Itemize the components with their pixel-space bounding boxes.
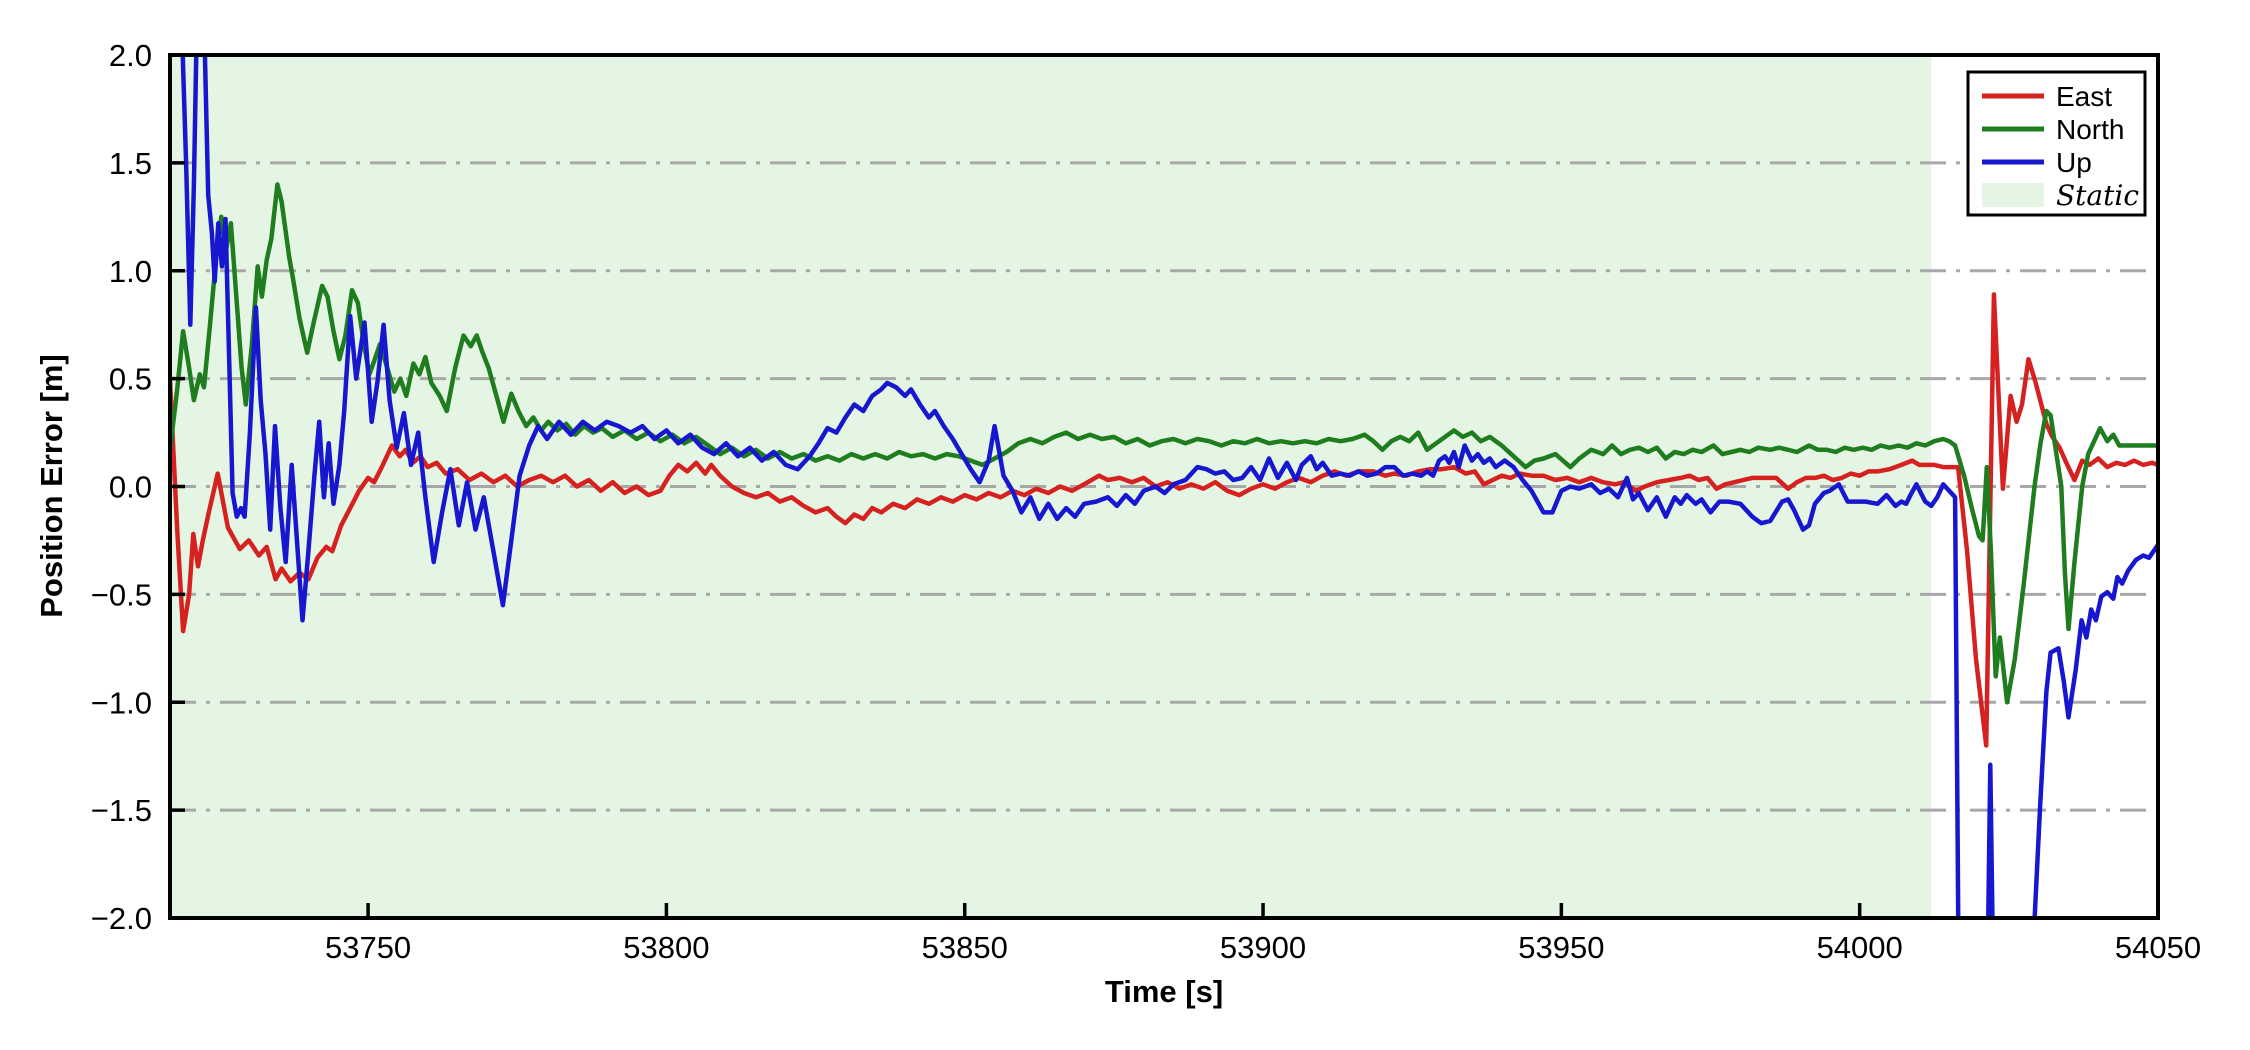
y-tick-label-0.5: 0.5 bbox=[109, 362, 152, 397]
legend-sample-static-patch bbox=[1982, 183, 2044, 207]
y-tick-label-1.0: 1.0 bbox=[109, 254, 152, 289]
series-up-line bbox=[180, 55, 2158, 918]
y-axis-label: Position Error [m] bbox=[34, 354, 69, 618]
y-tick-label-2.0: 2.0 bbox=[109, 38, 152, 73]
x-tick-label-53900: 53900 bbox=[1220, 930, 1306, 965]
legend-label-static: Static bbox=[2056, 179, 2139, 212]
plot-area bbox=[170, 55, 2158, 918]
x-tick-label-54000: 54000 bbox=[1817, 930, 1903, 965]
x-tick-label-53750: 53750 bbox=[325, 930, 411, 965]
x-axis-label: Time [s] bbox=[1104, 974, 1224, 1009]
y-tick-label-1.5: 1.5 bbox=[109, 146, 152, 181]
legend-label-up: Up bbox=[2056, 147, 2092, 178]
x-tick-label-53850: 53850 bbox=[922, 930, 1008, 965]
x-tick-label-54050: 54050 bbox=[2115, 930, 2201, 965]
y-tick-label-−0.5: −0.5 bbox=[91, 577, 152, 612]
y-tick-label-−1.0: −1.0 bbox=[91, 685, 152, 720]
x-tick-label-53950: 53950 bbox=[1518, 930, 1604, 965]
y-tick-label-0.0: 0.0 bbox=[109, 470, 152, 505]
y-tick-label-−1.5: −1.5 bbox=[91, 793, 152, 828]
legend-label-east: East bbox=[2056, 81, 2112, 112]
x-tick-label-53800: 53800 bbox=[623, 930, 709, 965]
legend-label-north: North bbox=[2056, 114, 2124, 145]
y-tick-label-−2.0: −2.0 bbox=[91, 901, 152, 936]
